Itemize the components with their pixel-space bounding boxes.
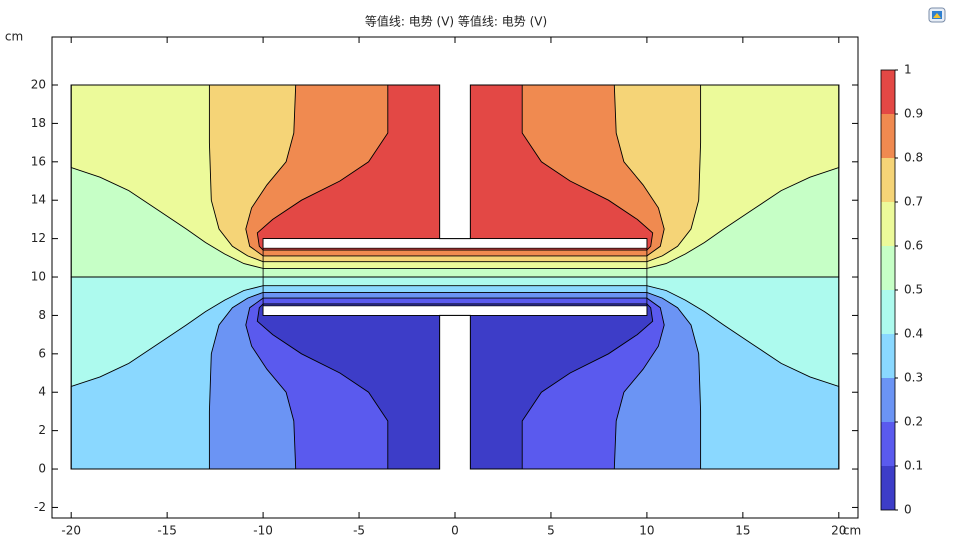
chart-title: 等值线: 电势 (V) 等值线: 电势 (V) [365,14,547,29]
x-tick-label: 5 [547,524,555,538]
y-tick-label: 2 [38,423,46,437]
colorbar-band [881,334,895,378]
y-tick-label: 4 [38,385,46,399]
colorbar-label: 0.7 [904,195,923,209]
domain-outline [70,84,840,470]
geometry [439,81,471,239]
geometry [262,305,648,316]
y-tick-label: 18 [31,116,46,130]
colorbar-label: 0.2 [904,415,923,429]
x-tick-label: 0 [451,524,459,538]
colorbar-band [881,70,895,114]
x-tick-label: -5 [353,524,365,538]
colorbar-band [881,246,895,290]
colorbar-band [881,422,895,466]
y-tick-label: 12 [31,231,46,245]
x-tick-label: -15 [157,524,177,538]
colorbar-label: 0.1 [904,459,923,473]
colorbar-label: 0.8 [904,151,923,165]
x-tick-label: -10 [253,524,273,538]
colorbar-band [881,290,895,334]
geometry [439,315,471,473]
colorbar-band [881,114,895,158]
y-tick-label: 14 [31,193,46,207]
colorbar-band [881,466,895,510]
y-tick-label: 6 [38,346,46,360]
x-tick-label: -20 [61,524,81,538]
x-tick-label: 20 [831,524,846,538]
toolbar-icon[interactable] [928,7,946,23]
y-tick-label: 10 [31,270,46,284]
contour-bands [70,81,840,473]
y-tick-label: 16 [31,154,46,168]
colorbar-label: 0.6 [904,239,923,253]
colorbar-label: 0.9 [904,107,923,121]
colorbar-band [881,378,895,422]
colorbar-label: 0.5 [904,283,923,297]
y-tick-label: 20 [31,78,46,92]
colorbar-label: 0.4 [904,327,923,341]
colorbar-band [881,202,895,246]
y-unit: cm [5,30,23,44]
colorbar-band [881,158,895,202]
y-tick-label: 0 [38,462,46,476]
y-tick-label: 8 [38,308,46,322]
x-tick-label: 15 [735,524,750,538]
x-tick-label: 10 [639,524,654,538]
x-unit: cm [843,524,861,538]
y-tick-label: -2 [34,500,46,514]
colorbar-label: 0 [904,503,912,517]
colorbar-label: 1 [904,63,912,77]
colorbar-label: 0.3 [904,371,923,385]
geometry [262,238,648,249]
